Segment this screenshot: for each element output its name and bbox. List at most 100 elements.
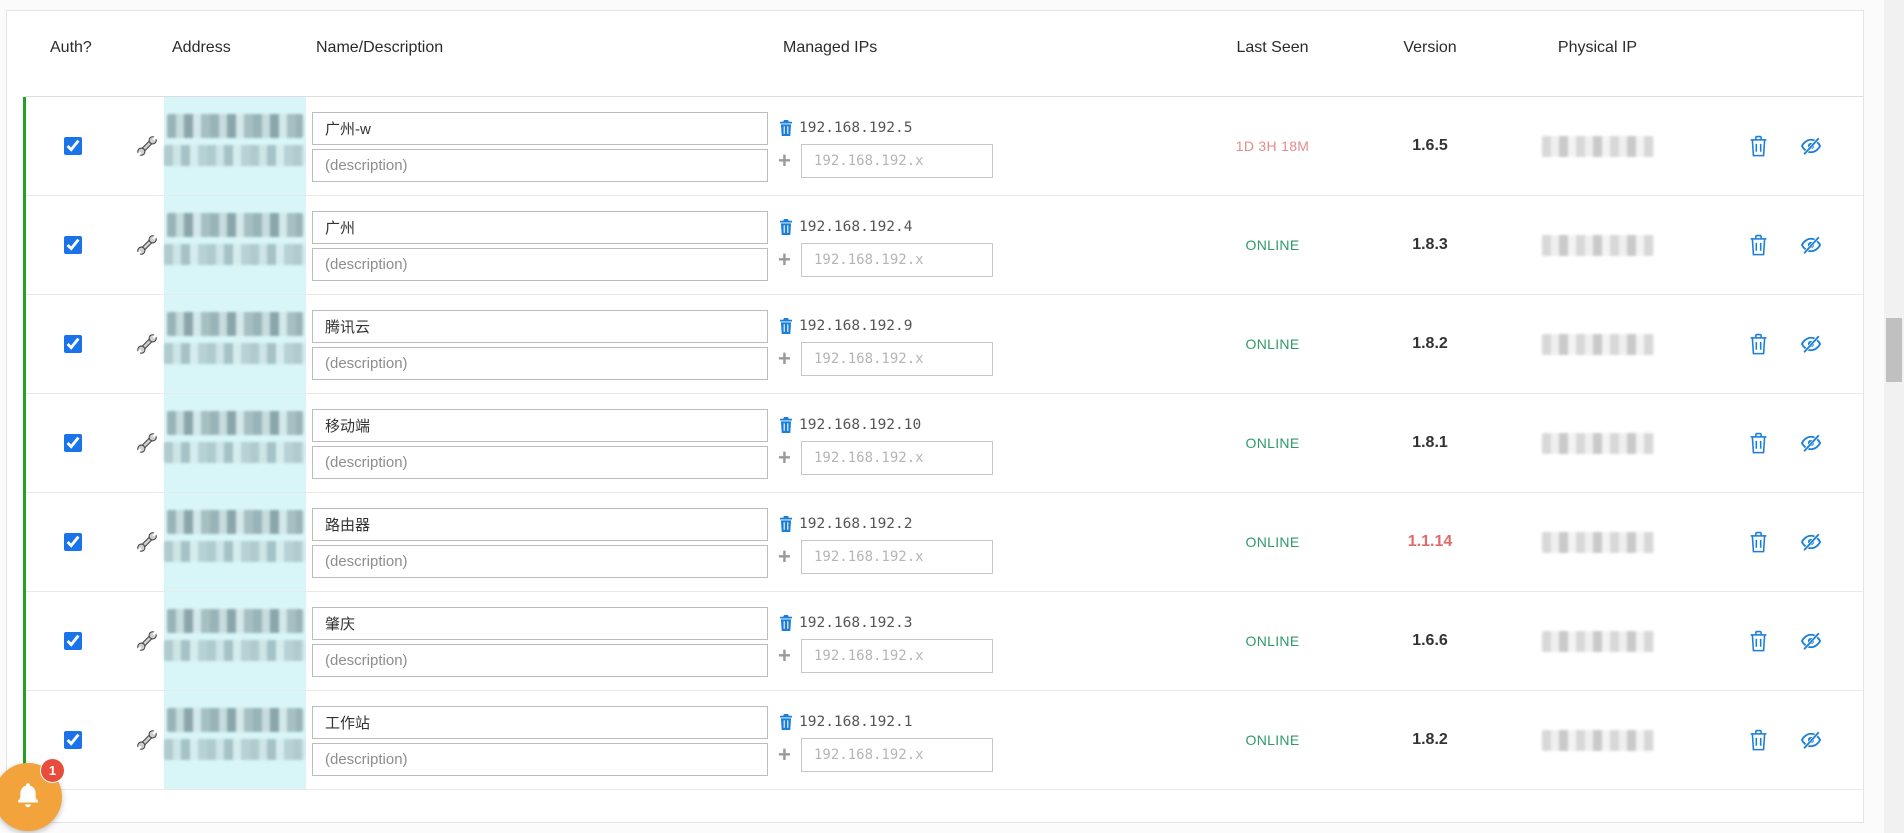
- add-ip-input[interactable]: [801, 738, 993, 772]
- auth-checkbox[interactable]: [64, 434, 82, 452]
- delete-member-icon[interactable]: [1748, 233, 1769, 257]
- member-address-redacted: [164, 691, 306, 789]
- member-row: 192.168.192.3 + ONLINE 1.6.6: [26, 592, 1863, 691]
- add-ip-icon[interactable]: +: [778, 346, 791, 371]
- managed-ip-value: 192.168.192.4: [799, 219, 913, 235]
- hide-member-icon[interactable]: [1799, 333, 1823, 355]
- last-seen-value: ONLINE: [1245, 534, 1300, 550]
- redacted-address-name: [164, 244, 305, 265]
- member-name-input[interactable]: [312, 211, 768, 244]
- member-row: 192.168.192.2 + ONLINE 1.1.14: [26, 493, 1863, 592]
- auth-checkbox[interactable]: [64, 632, 82, 650]
- auth-checkbox[interactable]: [64, 137, 82, 155]
- delete-managed-ip-icon[interactable]: [778, 218, 794, 236]
- member-name-input[interactable]: [312, 508, 768, 541]
- member-name-input[interactable]: [312, 310, 768, 343]
- delete-member-icon[interactable]: [1748, 629, 1769, 653]
- redacted-address-id: [167, 213, 303, 237]
- add-ip-input[interactable]: [801, 144, 993, 178]
- delete-member-icon[interactable]: [1748, 530, 1769, 554]
- delete-member-icon[interactable]: [1748, 728, 1769, 752]
- managed-ip-value: 192.168.192.10: [799, 417, 922, 433]
- delete-managed-ip-icon[interactable]: [778, 614, 794, 632]
- add-ip-input[interactable]: [801, 441, 993, 475]
- member-row: 192.168.192.1 + ONLINE 1.8.2: [26, 691, 1863, 790]
- last-seen-value: ONLINE: [1245, 435, 1300, 451]
- hide-member-icon[interactable]: [1799, 531, 1823, 553]
- delete-member-icon[interactable]: [1748, 332, 1769, 356]
- member-settings-wrench-icon[interactable]: [134, 529, 160, 555]
- redacted-address-id: [167, 312, 303, 336]
- add-ip-icon[interactable]: +: [778, 544, 791, 569]
- hide-member-icon[interactable]: [1799, 630, 1823, 652]
- table-header: Auth? Address Name/Description Managed I…: [23, 11, 1863, 97]
- add-ip-icon[interactable]: +: [778, 643, 791, 668]
- auth-checkbox[interactable]: [64, 236, 82, 254]
- redacted-physical-ip: [1541, 729, 1654, 751]
- redacted-address-name: [164, 739, 305, 760]
- delete-managed-ip-icon[interactable]: [778, 713, 794, 731]
- member-description-input[interactable]: [312, 545, 768, 578]
- redacted-physical-ip: [1541, 432, 1654, 454]
- member-address-redacted: [164, 493, 306, 591]
- add-ip-input[interactable]: [801, 342, 993, 376]
- redacted-address-id: [167, 510, 303, 534]
- add-ip-input[interactable]: [801, 243, 993, 277]
- member-row: 192.168.192.4 + ONLINE 1.8.3: [26, 196, 1863, 295]
- member-name-input[interactable]: [312, 409, 768, 442]
- scrollbar-thumb[interactable]: [1886, 318, 1902, 382]
- hide-member-icon[interactable]: [1799, 729, 1823, 751]
- auth-checkbox[interactable]: [64, 533, 82, 551]
- member-row: 192.168.192.5 + 1D 3H 18M 1.6.5: [26, 97, 1863, 196]
- add-ip-icon[interactable]: +: [778, 247, 791, 272]
- column-header-version: Version: [1403, 39, 1457, 56]
- add-ip-icon[interactable]: +: [778, 445, 791, 470]
- delete-member-icon[interactable]: [1748, 431, 1769, 455]
- member-settings-wrench-icon[interactable]: [134, 133, 160, 159]
- member-address-redacted: [164, 394, 306, 492]
- version-value: 1.8.3: [1412, 236, 1448, 253]
- delete-managed-ip-icon[interactable]: [778, 317, 794, 335]
- member-name-input[interactable]: [312, 607, 768, 640]
- add-ip-input[interactable]: [801, 639, 993, 673]
- member-settings-wrench-icon[interactable]: [134, 331, 160, 357]
- delete-managed-ip-icon[interactable]: [778, 515, 794, 533]
- member-address-redacted: [164, 295, 306, 393]
- member-description-input[interactable]: [312, 248, 768, 281]
- delete-managed-ip-icon[interactable]: [778, 119, 794, 137]
- member-settings-wrench-icon[interactable]: [134, 232, 160, 258]
- column-header-managed-ips: Managed IPs: [783, 39, 878, 56]
- last-seen-value: ONLINE: [1245, 732, 1300, 748]
- hide-member-icon[interactable]: [1799, 135, 1823, 157]
- member-description-input[interactable]: [312, 446, 768, 479]
- member-description-input[interactable]: [312, 149, 768, 182]
- scrollbar-track[interactable]: [1884, 0, 1904, 833]
- column-header-physical-ip: Physical IP: [1557, 39, 1638, 56]
- member-settings-wrench-icon[interactable]: [134, 727, 160, 753]
- member-settings-wrench-icon[interactable]: [134, 430, 160, 456]
- members-table-card: Auth? Address Name/Description Managed I…: [6, 10, 1864, 823]
- member-description-input[interactable]: [312, 644, 768, 677]
- redacted-physical-ip: [1541, 135, 1654, 157]
- redacted-address-name: [164, 343, 305, 364]
- redacted-address-id: [167, 411, 303, 435]
- hide-member-icon[interactable]: [1799, 234, 1823, 256]
- redacted-physical-ip: [1541, 333, 1654, 355]
- redacted-address-name: [164, 541, 305, 562]
- member-description-input[interactable]: [312, 347, 768, 380]
- auth-checkbox[interactable]: [64, 731, 82, 749]
- member-name-input[interactable]: [312, 706, 768, 739]
- delete-managed-ip-icon[interactable]: [778, 416, 794, 434]
- auth-checkbox[interactable]: [64, 335, 82, 353]
- redacted-physical-ip: [1541, 531, 1654, 553]
- member-settings-wrench-icon[interactable]: [134, 628, 160, 654]
- hide-member-icon[interactable]: [1799, 432, 1823, 454]
- delete-member-icon[interactable]: [1748, 134, 1769, 158]
- member-description-input[interactable]: [312, 743, 768, 776]
- add-ip-icon[interactable]: +: [778, 148, 791, 173]
- add-ip-icon[interactable]: +: [778, 742, 791, 767]
- add-ip-input[interactable]: [801, 540, 993, 574]
- member-name-input[interactable]: [312, 112, 768, 145]
- version-value: 1.6.5: [1412, 137, 1448, 154]
- redacted-address-id: [167, 609, 303, 633]
